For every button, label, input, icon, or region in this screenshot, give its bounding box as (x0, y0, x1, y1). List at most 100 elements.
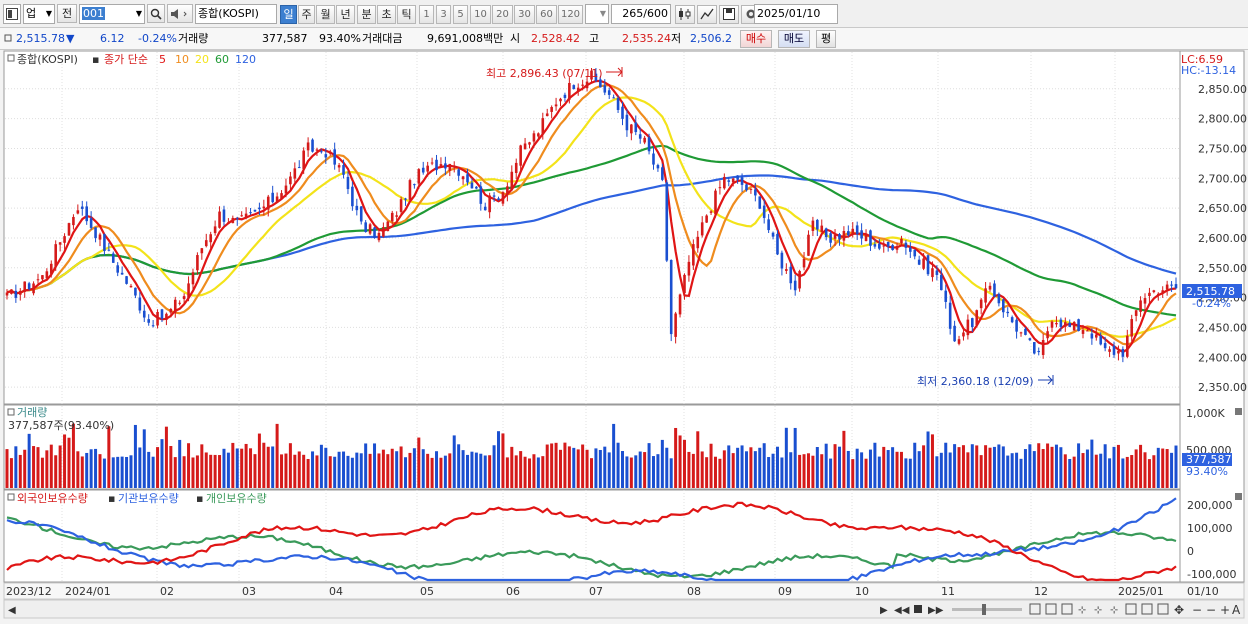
sell-button[interactable]: 매도 (778, 30, 810, 48)
candle-body (41, 275, 44, 280)
move-icon[interactable]: ✥ (1174, 603, 1184, 617)
grid-icon[interactable] (1125, 603, 1137, 615)
volume-bar (1152, 455, 1156, 488)
candle-body (895, 246, 899, 250)
candle-body (820, 225, 824, 233)
window-icon[interactable] (1061, 603, 1073, 615)
stop-icon[interactable] (914, 605, 922, 613)
period-day-button[interactable]: 일 (280, 5, 297, 24)
time-label: 11 (941, 585, 955, 598)
candle-body (72, 216, 75, 226)
volume-bar (297, 451, 301, 488)
candle-body (452, 165, 456, 167)
search-icon[interactable] (147, 4, 165, 23)
candle-body (909, 247, 912, 252)
candle-body (213, 226, 217, 234)
volume-bar (939, 452, 943, 488)
period-second-button[interactable]: 초 (377, 5, 396, 24)
chart-svg[interactable]: 종합(KOSPI) ▪ 종가 단순 5 10 20 60 120 LC:6.59… (0, 50, 1248, 621)
zoom-out-icon[interactable]: − (1192, 603, 1202, 617)
buy-button[interactable]: 매수 (740, 30, 772, 48)
count-field[interactable]: 265/600 (611, 4, 671, 24)
zoom-track[interactable] (952, 608, 1022, 611)
fast-forward-icon[interactable]: ▶▶ (928, 605, 944, 616)
period-tick-button[interactable]: 틱 (397, 5, 416, 24)
date-field[interactable]: 2025/01/10 (754, 4, 838, 24)
candle-style-icon[interactable] (675, 5, 695, 24)
speaker-icon[interactable] (167, 4, 193, 23)
volume-bar (45, 450, 49, 488)
candle-body (355, 205, 359, 211)
collapse-icon[interactable] (7, 493, 15, 501)
volume-bar (736, 447, 740, 488)
period-month-button[interactable]: 월 (316, 5, 335, 24)
candle-body (514, 162, 518, 174)
market-select[interactable]: 업 ▼ (23, 4, 55, 24)
volume-bar (682, 439, 686, 488)
crosshair-icon[interactable]: ⊹ (1094, 605, 1102, 616)
minute-30-button[interactable]: 30 (514, 5, 535, 24)
minute-10-button[interactable]: 10 (470, 5, 491, 24)
scroll-bar[interactable] (3, 599, 1245, 619)
volume-bar (713, 456, 717, 488)
rewind-icon[interactable]: ◀◀ (894, 605, 910, 616)
volume-bar (27, 433, 31, 488)
volume-bar (426, 453, 430, 488)
zoom-track-icon[interactable]: − (1206, 603, 1216, 617)
candle-body (1072, 321, 1076, 331)
crosshair-icon[interactable]: ⊹ (1078, 605, 1086, 616)
minute-5-button[interactable]: 5 (453, 5, 468, 24)
window-icon[interactable] (1045, 603, 1057, 615)
eval-button[interactable]: 평 (816, 30, 836, 48)
pane-close-icon[interactable] (1235, 493, 1242, 500)
candle-body (333, 149, 336, 165)
volume-bar (138, 447, 142, 488)
grid-icon[interactable] (1157, 603, 1169, 615)
volume-bar (169, 446, 173, 488)
period-year-button[interactable]: 년 (336, 5, 355, 24)
pane-close-icon[interactable] (1235, 408, 1242, 415)
volume-bar (771, 453, 775, 488)
font-size-icon[interactable]: A (1232, 603, 1241, 617)
minute-20-button[interactable]: 20 (492, 5, 513, 24)
candle-body (382, 227, 385, 237)
volume-bar (1099, 453, 1103, 488)
zoom-in-icon[interactable]: + (1220, 603, 1230, 617)
code-input[interactable]: 001 ▼ (79, 4, 145, 24)
period-week-button[interactable]: 주 (298, 5, 315, 24)
zoom-handle[interactable] (982, 604, 986, 615)
minute-3-button[interactable]: 3 (436, 5, 451, 24)
minute-60-button[interactable]: 60 (536, 5, 557, 24)
scroll-left-icon[interactable]: ◀ (8, 605, 16, 616)
volume-bar (806, 453, 810, 488)
save-icon[interactable] (719, 5, 739, 24)
custom-period-select[interactable]: ▼ (585, 4, 609, 24)
volume-bar (1046, 443, 1050, 488)
holdings-pane[interactable] (3, 489, 1181, 583)
volume-bar (634, 455, 638, 488)
collapse-icon[interactable] (7, 408, 15, 416)
grid-icon[interactable] (1141, 603, 1153, 615)
crosshair-icon[interactable]: ⊹ (1110, 605, 1118, 616)
expand-icon[interactable] (3, 30, 13, 48)
minute-120-button[interactable]: 120 (558, 5, 583, 24)
volume-bar (204, 452, 208, 488)
scroll-right-icon[interactable]: ▶ (880, 605, 888, 616)
candle-body (922, 258, 925, 269)
volume-bar (49, 444, 53, 488)
volume-bar (926, 431, 930, 488)
prev-button[interactable]: 전 (57, 4, 77, 23)
candle-body (550, 107, 553, 112)
price-pane[interactable] (3, 50, 1181, 405)
volume-bar (961, 445, 965, 488)
min-annotation: 최저 2,360.18 (12/09) (917, 375, 1034, 388)
volume-bar (1161, 448, 1165, 488)
collapse-icon[interactable] (7, 54, 15, 62)
layout-icon[interactable] (3, 4, 21, 24)
candle-body (864, 234, 868, 242)
period-minute-button[interactable]: 분 (357, 5, 376, 24)
window-icon[interactable] (1029, 603, 1041, 615)
candle-body (948, 302, 952, 329)
minute-1-button[interactable]: 1 (419, 5, 434, 24)
chart-tool-icon[interactable] (697, 5, 717, 24)
